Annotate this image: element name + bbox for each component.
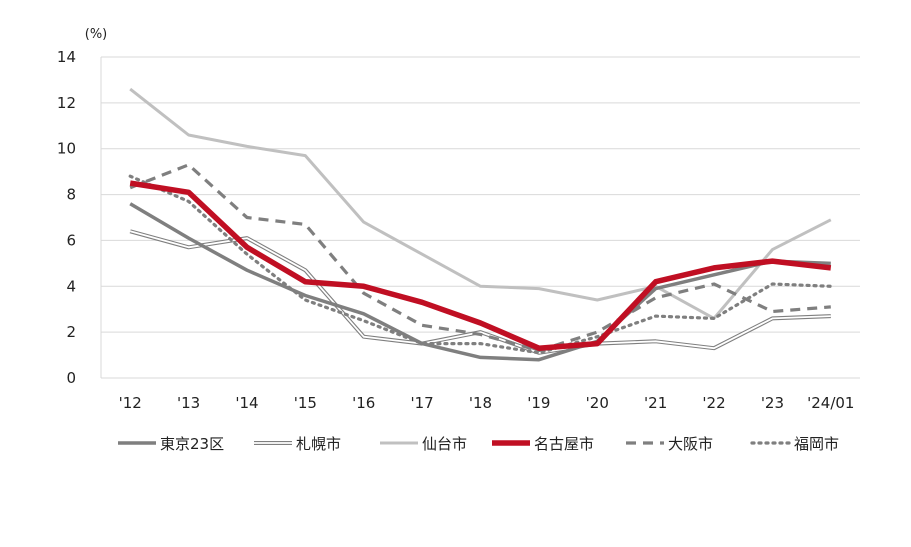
y-tick-label: 8	[66, 186, 76, 204]
x-tick-label: '19	[527, 394, 550, 412]
series-line-fukuoka	[128, 174, 833, 355]
series-2	[129, 87, 832, 320]
series-3	[129, 180, 832, 351]
legend-label: 仙台市	[422, 435, 467, 453]
series-line-sendai	[129, 87, 832, 320]
x-tick-label: '18	[469, 394, 492, 412]
series-line-osaka	[129, 163, 831, 353]
y-tick-label: 0	[66, 369, 76, 387]
legend-label: 名古屋市	[534, 435, 594, 453]
series-4	[129, 163, 831, 353]
x-tick-label: '22	[702, 394, 725, 412]
x-tick-label: '16	[352, 394, 375, 412]
x-tick-label: '23	[761, 394, 784, 412]
series-1	[129, 229, 831, 355]
series-5	[128, 174, 833, 355]
x-tick-label: '21	[644, 394, 667, 412]
series-0	[129, 202, 831, 362]
x-tick-label: '24/01	[807, 394, 854, 412]
y-tick-label: 10	[57, 140, 76, 158]
series-line-tokyo	[129, 202, 831, 362]
series-line-nagoya	[129, 180, 832, 351]
x-tick-label: '12	[119, 394, 142, 412]
y-tick-label: 4	[66, 277, 76, 295]
x-tick-label: '15	[294, 394, 317, 412]
y-unit-label: (%)	[85, 27, 108, 42]
y-tick-label: 12	[57, 94, 76, 112]
legend-label: 福岡市	[794, 435, 839, 453]
x-tick-label: '14	[235, 394, 258, 412]
y-tick-label: 14	[57, 48, 76, 66]
y-tick-label: 2	[66, 323, 76, 341]
legend-label: 東京23区	[160, 435, 224, 453]
legend-label: 大阪市	[668, 435, 713, 453]
x-tick-label: '17	[411, 394, 434, 412]
series-line-sapporo-inner	[129, 230, 831, 354]
x-tick-label: '13	[177, 394, 200, 412]
legend-label: 札幌市	[296, 435, 341, 453]
y-tick-label: 6	[66, 231, 76, 249]
x-tick-label: '20	[586, 394, 609, 412]
